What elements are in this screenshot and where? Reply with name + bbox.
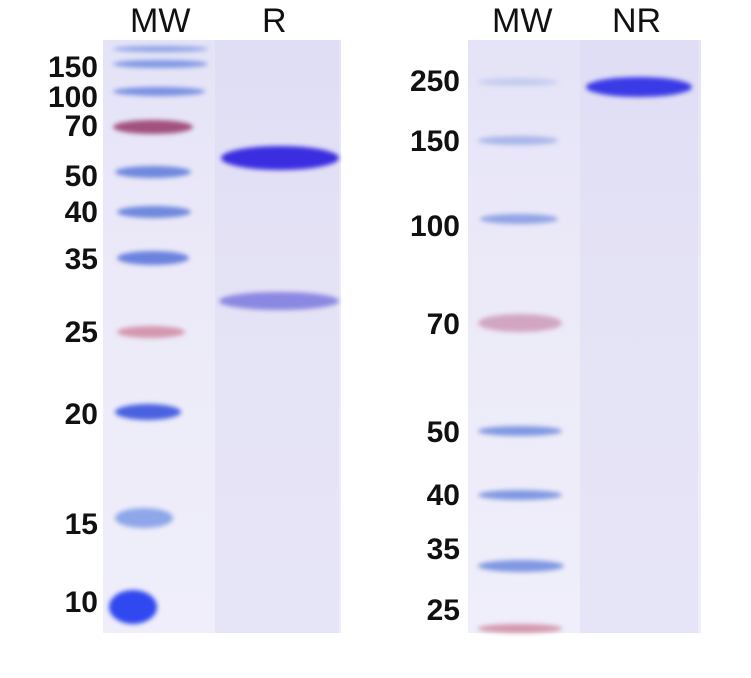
protein-band-heavy-chain — [221, 146, 339, 170]
marker-band — [113, 120, 193, 134]
marker-band — [115, 404, 181, 420]
marker-label: 70 — [64, 110, 98, 143]
marker-label: 10 — [64, 586, 98, 619]
gel-reducing — [103, 40, 341, 633]
marker-label: 40 — [64, 196, 98, 229]
marker-label: 35 — [64, 243, 98, 276]
marker-label: 100 — [47, 81, 98, 114]
marker-band — [478, 136, 558, 145]
marker-band — [113, 46, 208, 52]
lane-label-nr: NR — [612, 2, 662, 40]
protein-band-light-chain — [219, 292, 339, 310]
marker-band — [478, 560, 564, 572]
marker-band — [115, 166, 191, 178]
marker-band — [478, 78, 558, 86]
marker-band — [109, 590, 157, 624]
marker-label: 35 — [426, 533, 460, 566]
marker-label: 250 — [409, 65, 460, 98]
marker-band — [480, 214, 558, 224]
lane-label-r: R — [262, 2, 287, 40]
lane-label-mw-left: MW — [130, 2, 191, 40]
marker-label: 70 — [426, 308, 460, 341]
marker-label: 25 — [426, 594, 460, 627]
gel-non-reducing — [468, 40, 701, 633]
lane-label-mw-right: MW — [492, 2, 553, 40]
marker-band — [478, 490, 562, 500]
marker-label: 100 — [409, 210, 460, 243]
marker-band — [113, 87, 205, 96]
marker-label: 150 — [47, 51, 98, 84]
marker-label: 150 — [409, 125, 460, 158]
marker-band — [117, 206, 191, 218]
protein-band-intact — [586, 77, 692, 97]
marker-label: 20 — [64, 398, 98, 431]
marker-label: 40 — [426, 479, 460, 512]
marker-band — [113, 60, 208, 68]
marker-band — [478, 624, 562, 633]
marker-band — [478, 314, 562, 332]
marker-band — [478, 426, 562, 436]
marker-label: 50 — [426, 416, 460, 449]
marker-band — [117, 326, 185, 338]
marker-label: 50 — [64, 160, 98, 193]
marker-band — [115, 508, 173, 528]
marker-label: 25 — [64, 316, 98, 349]
marker-label: 15 — [64, 508, 98, 541]
marker-band — [117, 251, 189, 265]
